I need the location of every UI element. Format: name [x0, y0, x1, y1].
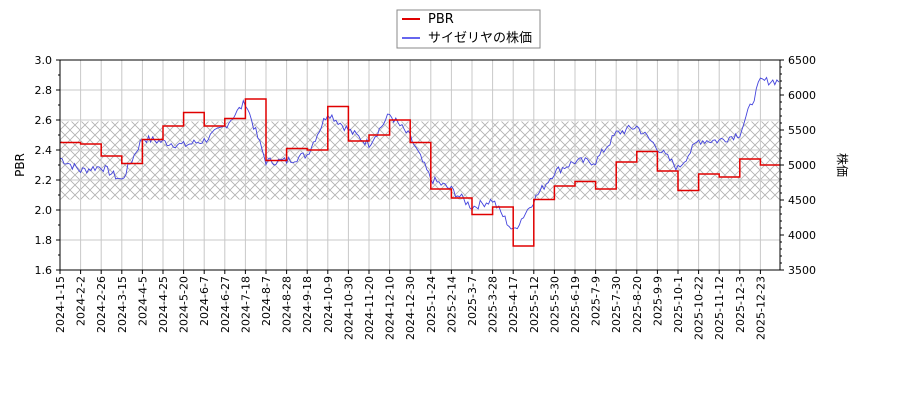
- x-tick-label: 2024-12-30: [404, 276, 417, 340]
- x-tick-label: 2024-5-20: [178, 276, 191, 333]
- legend-pbr-label: PBR: [428, 12, 454, 27]
- left-tick-label: 1.6: [35, 264, 53, 277]
- x-tick-label: 2025-5-12: [528, 276, 541, 333]
- x-tick-label: 2024-2-26: [95, 276, 108, 333]
- x-tick-label: 2024-1-15: [54, 276, 67, 333]
- x-tick-label: 2025-1-24: [425, 276, 438, 333]
- x-tick-label: 2025-12-23: [754, 276, 767, 340]
- x-tick-label: 2024-6-7: [198, 276, 211, 326]
- x-tick-label: 2025-2-14: [445, 276, 458, 333]
- left-tick-label: 2.4: [35, 144, 53, 157]
- x-tick-label: 2025-5-30: [548, 276, 561, 333]
- x-tick-label: 2024-7-18: [239, 276, 252, 333]
- left-tick-label: 3.0: [35, 54, 53, 67]
- left-axis: 1.6 1.8 2.0 2.2 2.4 2.6 2.8 3.0: [35, 54, 60, 277]
- x-tick-label: 2024-10-30: [342, 276, 355, 340]
- right-tick-label: 5000: [788, 159, 816, 172]
- x-tick-label: 2024-10-9: [322, 276, 335, 333]
- shaded-band: [60, 121, 780, 200]
- x-tick-label: 2024-9-18: [301, 276, 314, 333]
- x-tick-label: 2024-12-10: [384, 276, 397, 340]
- x-tick-label: 2025-3-28: [487, 276, 500, 333]
- left-tick-label: 2.8: [35, 84, 53, 97]
- left-axis-title: PBR: [13, 153, 27, 177]
- right-tick-label: 5500: [788, 124, 816, 137]
- right-tick-label: 3500: [788, 264, 816, 277]
- right-axis-title: 株価: [835, 153, 850, 177]
- x-tick-label: 2025-12-3: [734, 276, 747, 333]
- right-tick-label: 6500: [788, 54, 816, 67]
- right-tick-label: 6000: [788, 89, 816, 102]
- x-tick-label: 2024-2-2: [75, 276, 88, 326]
- legend-price-label: サイゼリヤの株価: [428, 31, 532, 46]
- x-tick-label: 2025-3-7: [466, 276, 479, 326]
- left-tick-label: 2.6: [35, 114, 53, 127]
- x-tick-label: 2025-7-30: [610, 276, 623, 333]
- x-tick-label: 2024-11-20: [363, 276, 376, 340]
- right-axis: 3500 4000 4500 5000 5500 6000 6500: [780, 54, 816, 277]
- x-tick-label: 2024-8-28: [281, 276, 294, 333]
- x-tick-label: 2024-3-15: [116, 276, 129, 333]
- left-tick-label: 1.8: [35, 234, 53, 247]
- right-tick-label: 4000: [788, 229, 816, 242]
- x-tick-label: 2025-7-9: [590, 276, 603, 326]
- x-tick-label: 2025-9-9: [651, 276, 664, 326]
- pbr-series-line: [60, 98, 780, 247]
- x-tick-label: 2024-4-5: [136, 276, 149, 326]
- x-tick-label: 2025-4-17: [507, 276, 520, 333]
- left-tick-label: 2.2: [35, 174, 53, 187]
- x-tick-label: 2024-8-7: [260, 276, 273, 326]
- x-axis: 2024-1-15 2024-2-2 2024-2-26 2024-3-15 2024-…: [54, 270, 767, 340]
- x-tick-label: 2025-11-12: [713, 276, 726, 340]
- price-series-line: [60, 76, 780, 230]
- x-tick-label: 2025-10-22: [693, 276, 706, 340]
- x-tick-label: 2024-4-25: [157, 276, 170, 333]
- x-tick-label: 2025-10-1: [672, 276, 685, 333]
- right-tick-label: 4500: [788, 194, 816, 207]
- x-tick-label: 2025-6-19: [569, 276, 582, 333]
- x-tick-label: 2025-8-20: [631, 276, 644, 333]
- legend: PBR サイゼリヤの株価: [396, 9, 541, 49]
- left-tick-label: 2.0: [35, 204, 53, 217]
- x-tick-label: 2024-6-27: [219, 276, 232, 333]
